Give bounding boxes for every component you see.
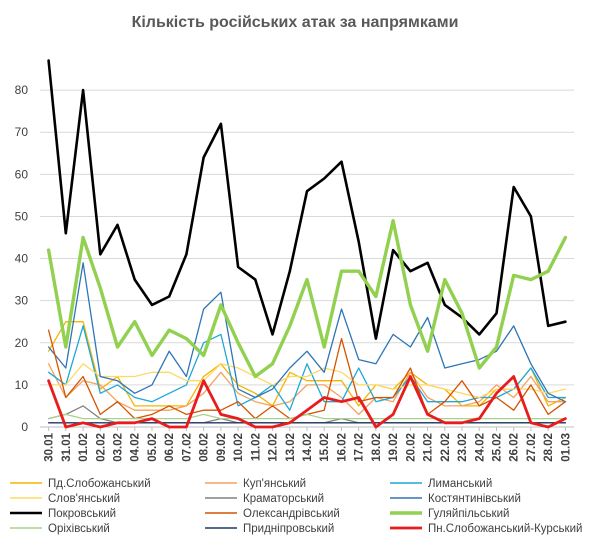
series-line-8 xyxy=(46,218,568,379)
x-tick-label: 02.02 xyxy=(95,433,107,462)
legend-label: Пд.Слобожанський xyxy=(48,478,151,490)
series-line-1 xyxy=(47,363,567,416)
series-lines xyxy=(46,59,568,429)
y-axis-ticks: 0 10 20 30 40 50 60 70 80 xyxy=(15,83,29,434)
chart-title: Кількість російських атак за напрямками xyxy=(132,14,459,31)
y-tick-label: 60 xyxy=(15,167,29,181)
legend-label: Гуляйпільський xyxy=(428,508,509,520)
legend-label: Оріхівський xyxy=(48,523,110,535)
legend-label: Лиманський xyxy=(428,478,492,490)
y-tick-label: 80 xyxy=(15,83,29,97)
legend-label: Олександрівський xyxy=(243,508,340,520)
x-tick-label: 27.02 xyxy=(526,433,538,462)
legend-label: Покровський xyxy=(48,508,116,520)
x-tick-label: 15.02 xyxy=(319,433,331,462)
series-line-11 xyxy=(47,375,567,429)
legend-label: Куп'янський xyxy=(243,478,306,490)
x-tick-label: 22.02 xyxy=(440,433,452,462)
series-line-9 xyxy=(47,413,567,420)
x-tick-label: 14.02 xyxy=(302,433,314,462)
legend: Пд.Слобожанський Куп'янський Лиманський Сло… xyxy=(10,478,582,535)
x-tick-label: 28.02 xyxy=(543,433,555,462)
x-axis-ticks: 30.01 31.01 01.02 02.02 03.02 04.02 05.02 06.02… xyxy=(44,427,572,462)
x-tick-label: 01.03 xyxy=(560,433,572,462)
x-tick-label: 12.02 xyxy=(268,433,280,462)
x-tick-label: 16.02 xyxy=(336,433,348,462)
legend-label: Пн.Слобожанський-Курський xyxy=(428,523,582,535)
y-tick-label: 0 xyxy=(21,420,28,434)
x-tick-label: 23.02 xyxy=(457,433,469,462)
x-tick-label: 17.02 xyxy=(354,433,366,462)
x-tick-label: 01.02 xyxy=(78,433,90,462)
x-tick-label: 03.02 xyxy=(113,433,125,462)
x-tick-label: 19.02 xyxy=(388,433,400,462)
x-tick-label: 26.02 xyxy=(509,433,521,462)
legend-label: Слов'янський xyxy=(48,493,120,505)
series-line-6 xyxy=(47,59,567,340)
x-tick-label: 10.02 xyxy=(233,433,245,462)
y-tick-label: 30 xyxy=(15,294,29,308)
series-line-3 xyxy=(47,363,567,399)
x-tick-label: 31.01 xyxy=(61,432,73,461)
x-tick-label: 05.02 xyxy=(147,433,159,462)
x-tick-label: 21.02 xyxy=(423,433,435,462)
legend-label: Придніпровський xyxy=(243,523,334,535)
legend-label: Краматорський xyxy=(243,493,324,505)
x-tick-label: 13.02 xyxy=(285,433,297,462)
series-line-2 xyxy=(47,325,567,411)
x-tick-label: 18.02 xyxy=(371,433,383,462)
x-tick-label: 25.02 xyxy=(491,433,503,462)
x-tick-label: 06.02 xyxy=(164,433,176,462)
x-tick-label: 20.02 xyxy=(405,433,417,462)
x-tick-label: 30.01 xyxy=(44,432,56,461)
legend-label: Костянтинівський xyxy=(428,493,521,505)
y-tick-label: 50 xyxy=(15,209,29,223)
x-tick-label: 11.02 xyxy=(250,433,262,461)
x-tick-label: 07.02 xyxy=(181,433,193,462)
series-line-5 xyxy=(47,262,567,403)
x-tick-label: 04.02 xyxy=(130,433,142,462)
x-tick-label: 08.02 xyxy=(199,433,211,462)
y-tick-label: 70 xyxy=(15,125,29,139)
y-tick-label: 20 xyxy=(15,336,29,350)
y-tick-label: 10 xyxy=(15,378,29,392)
y-tick-label: 40 xyxy=(15,252,29,266)
x-tick-label: 09.02 xyxy=(216,433,228,462)
x-tick-label: 24.02 xyxy=(474,433,486,462)
